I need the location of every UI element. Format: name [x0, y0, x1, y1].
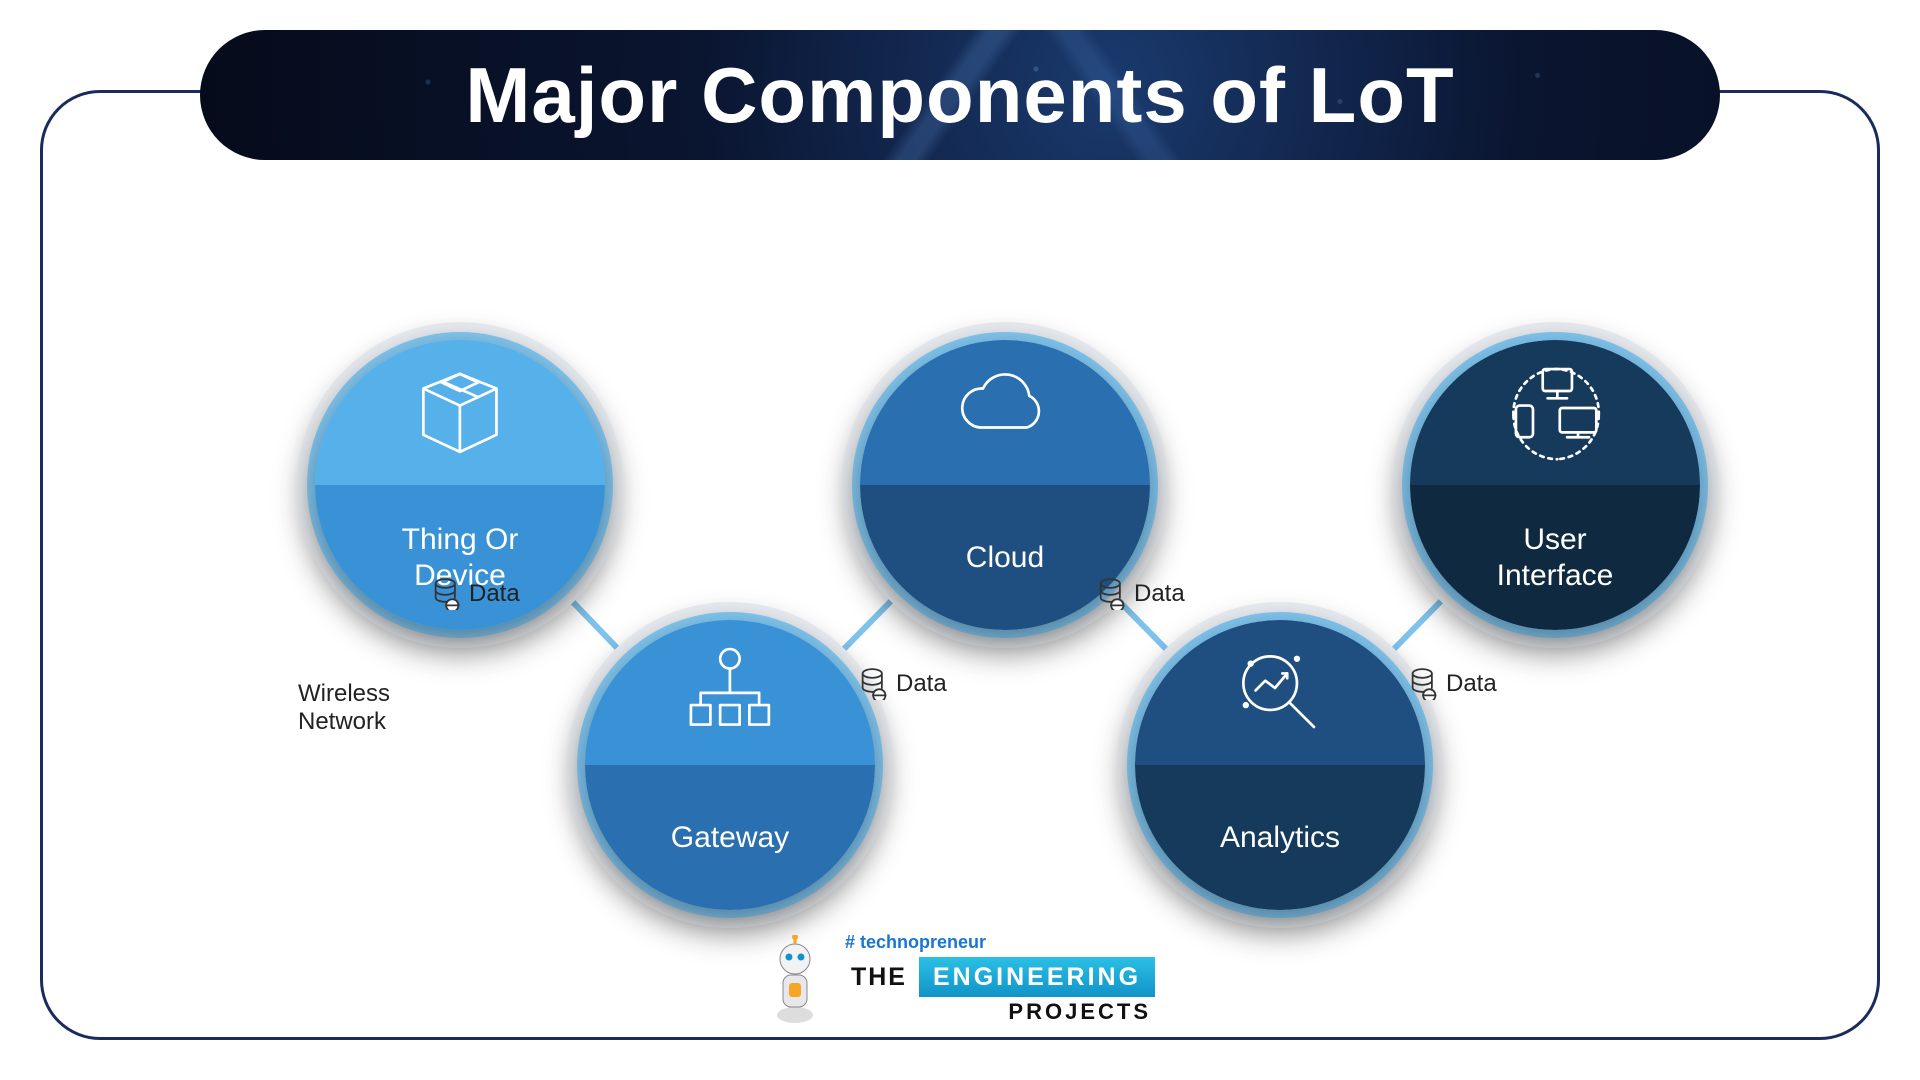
connector-label-gateway-cloud: Data [860, 668, 947, 700]
robot-icon [765, 935, 825, 1025]
footer-tagline: # technopreneur [839, 932, 986, 953]
connector-label-cloud-analytics: Data [1098, 578, 1185, 610]
logo-word-the: THE [839, 957, 919, 997]
page-title: Major Components of LoT [465, 50, 1454, 141]
extra-data-label: Data [433, 578, 520, 610]
logo-text-block: # technopreneur THE ENGINEERING PROJECTS [839, 932, 1155, 1025]
connector-analytics-ui [1394, 601, 1441, 648]
connector-device-gateway [573, 602, 617, 647]
node-ui: UserInterface [1410, 340, 1700, 630]
connector-label-analytics-ui: Data [1410, 668, 1497, 700]
connector-label-device-gateway: WirelessNetwork [298, 680, 390, 736]
footer-logo: # technopreneur THE ENGINEERING PROJECTS [765, 932, 1155, 1025]
diagram-canvas: Thing OrDeviceGatewayCloudAnalyticsUserI… [40, 160, 1880, 1040]
logo-row: THE ENGINEERING [839, 957, 1155, 997]
node-analytics: Analytics [1135, 620, 1425, 910]
node-gateway: Gateway [585, 620, 875, 910]
logo-word-engineering: ENGINEERING [919, 957, 1155, 997]
title-banner: Major Components of LoT [200, 30, 1720, 160]
connector-gateway-cloud [844, 601, 891, 648]
logo-word-projects: PROJECTS [1008, 999, 1155, 1025]
